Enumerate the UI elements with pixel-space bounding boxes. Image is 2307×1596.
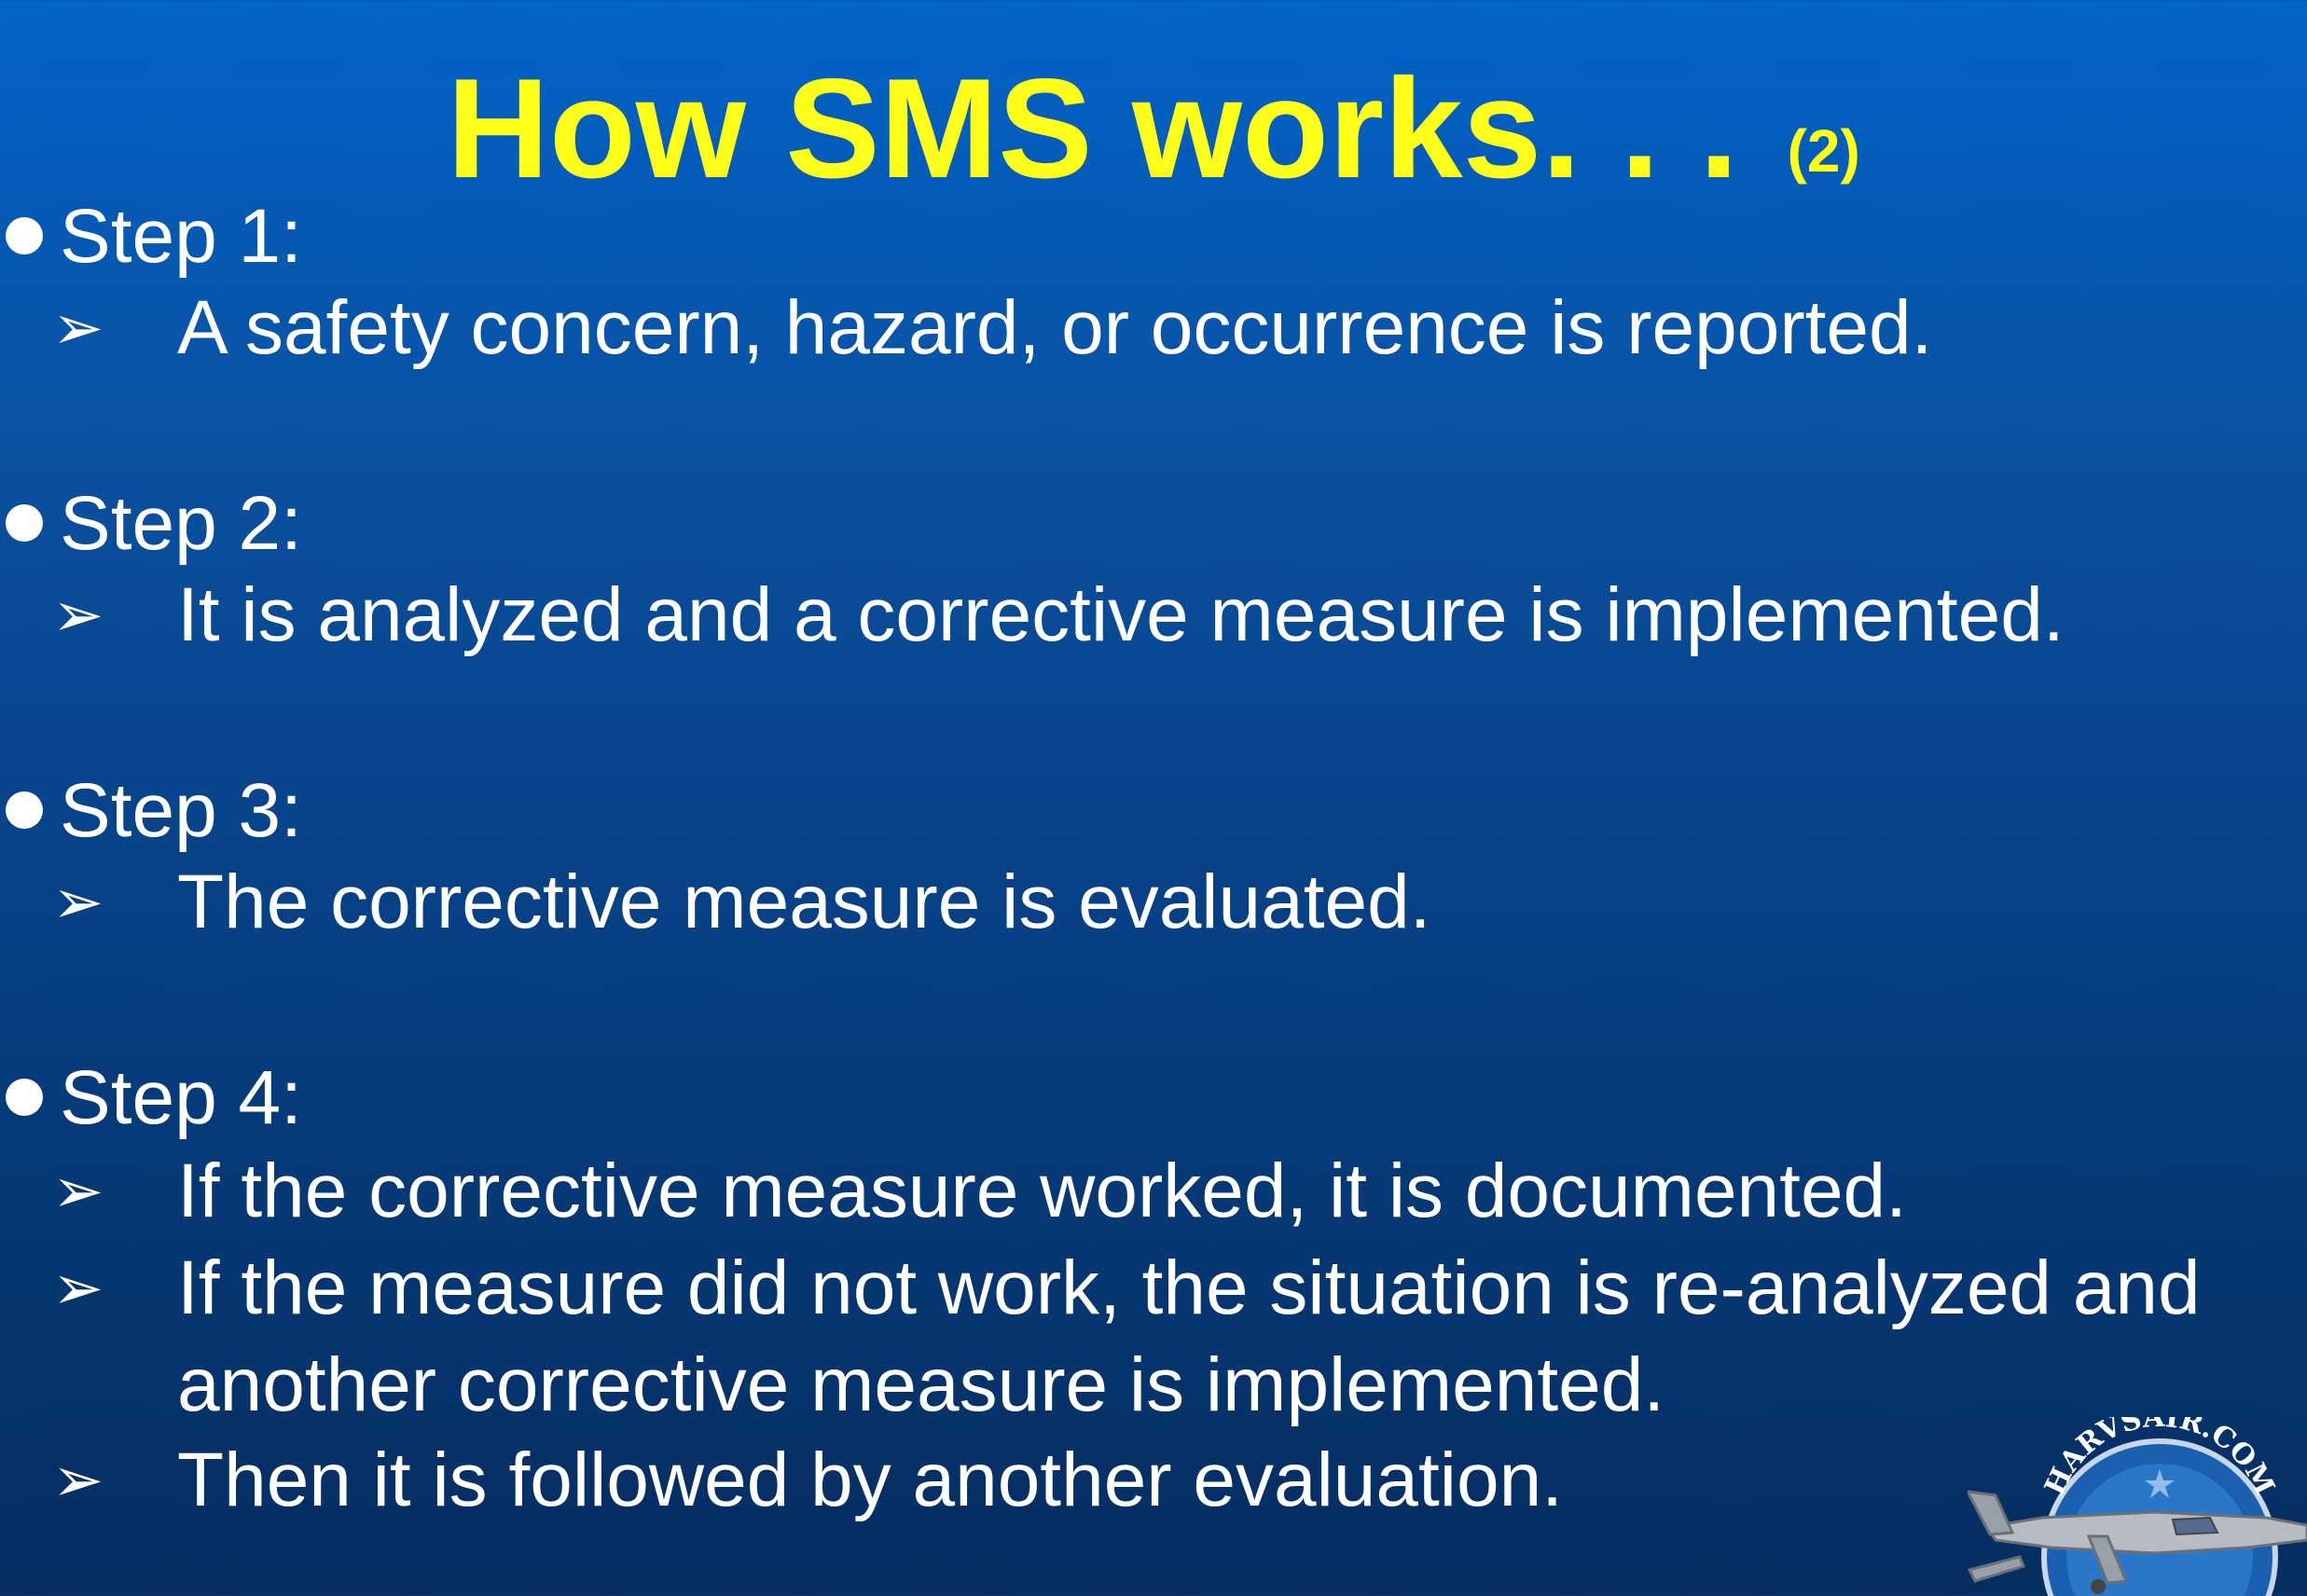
step-label: Step 1: <box>60 194 302 279</box>
step-label: Step 4: <box>60 1055 302 1140</box>
step-3-item-1: ➢ The corrective measure is evaluated. <box>52 854 2290 951</box>
title-main: How SMS works. . . <box>447 49 1739 208</box>
item-text: The corrective measure is evaluated. <box>177 860 1431 944</box>
step-1-heading: Step 1: <box>0 192 302 282</box>
arrow-bullet-icon: ➢ <box>52 1252 104 1324</box>
step-label: Step 2: <box>60 481 302 566</box>
airplane-icon <box>1968 1490 2307 1594</box>
item-text: Then it is followed by another evaluatio… <box>177 1438 1564 1522</box>
step-4-item-2: ➢ If the measure did not work, the situa… <box>52 1240 2290 1434</box>
item-text: It is analyzed and a corrective measure … <box>177 572 2065 657</box>
step-2-heading: Step 2: <box>0 479 302 569</box>
item-text: If the corrective measure worked, it is … <box>177 1149 1907 1233</box>
slide-title: How SMS works. . . (2) <box>0 54 2307 226</box>
step-4-item-1: ➢ If the corrective measure worked, it i… <box>52 1143 2290 1240</box>
step-4-heading: Step 4: <box>0 1053 302 1143</box>
step-1-item-1: ➢ A safety concern, hazard, or occurrenc… <box>52 280 2290 377</box>
bullet-dot-icon <box>6 791 43 829</box>
item-text: If the measure did not work, the situati… <box>177 1245 2201 1427</box>
title-suffix: (2) <box>1787 117 1860 185</box>
arrow-bullet-icon: ➢ <box>52 292 104 364</box>
arrow-bullet-icon: ➢ <box>52 1155 104 1227</box>
bullet-dot-icon <box>6 217 43 255</box>
arrow-bullet-icon: ➢ <box>52 866 104 938</box>
step-3-heading: Step 3: <box>0 766 302 856</box>
step-4-item-3: ➢ Then it is followed by another evaluat… <box>52 1432 2290 1529</box>
harvsair-logo: HARVSAIR.COM <box>1968 1417 2307 1596</box>
bullet-dot-icon <box>6 504 43 542</box>
bullet-dot-icon <box>6 1079 43 1116</box>
step-2-item-1: ➢ It is analyzed and a corrective measur… <box>52 567 2290 664</box>
arrow-bullet-icon: ➢ <box>52 579 104 651</box>
item-text: A safety concern, hazard, or occurrence … <box>177 285 1933 370</box>
step-label: Step 3: <box>60 768 302 853</box>
arrow-bullet-icon: ➢ <box>52 1444 104 1516</box>
